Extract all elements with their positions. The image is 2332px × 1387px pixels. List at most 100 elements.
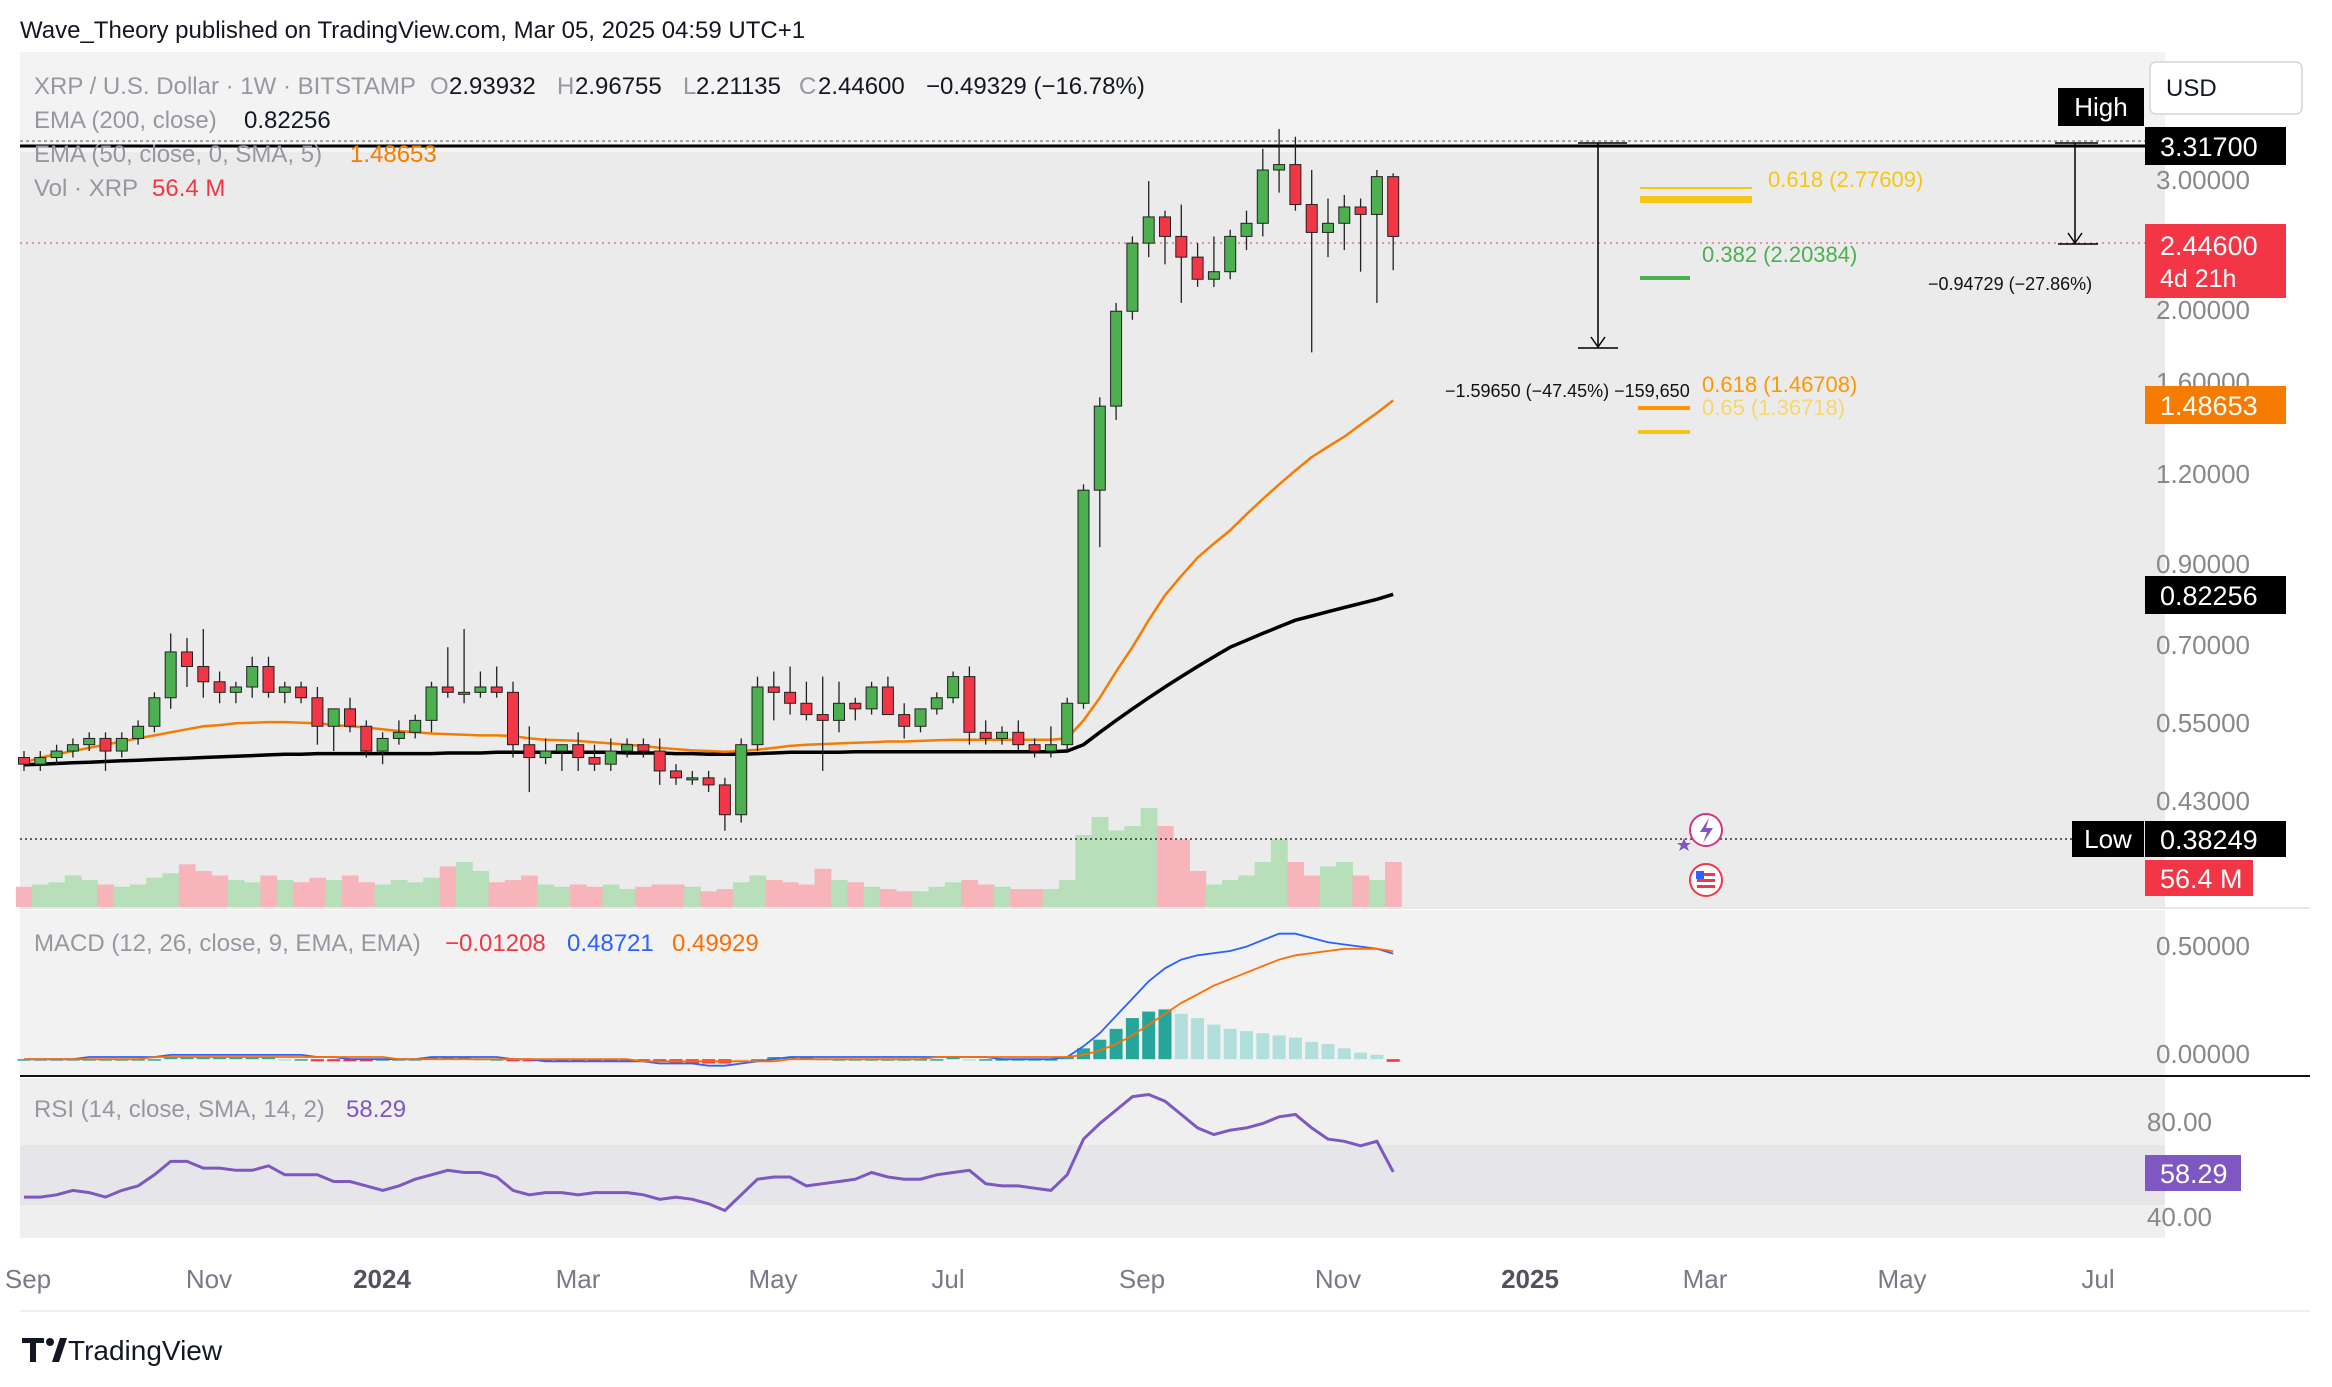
- volume-bar: [374, 884, 392, 907]
- macd-histogram-bar: [588, 1059, 601, 1062]
- high-badge-label: High: [2074, 92, 2127, 122]
- volume-bar: [211, 875, 229, 907]
- currency-button[interactable]: [2149, 61, 2303, 115]
- volume-legend-value: 56.4 M: [152, 175, 225, 202]
- volume-bar: [847, 882, 864, 907]
- candle-body: [604, 750, 617, 765]
- volume-bar: [504, 880, 522, 907]
- macd-histogram-bar: [571, 1059, 585, 1062]
- candle-body: [409, 719, 422, 733]
- macd-line: [24, 932, 1394, 1067]
- macd-signal-line: [24, 947, 1394, 1063]
- macd-histogram-bar: [1370, 1054, 1384, 1060]
- volume-bar: [1173, 839, 1190, 907]
- ema50-badge-bg: [2145, 386, 2286, 424]
- macd-histogram-bar: [962, 1059, 976, 1061]
- macd-histogram-bar: [1256, 1033, 1270, 1060]
- candle-body: [278, 686, 291, 693]
- macd-histogram-bar: [147, 1059, 161, 1061]
- macd-histogram-bar: [1207, 1024, 1221, 1060]
- macd-histogram-bar: [1174, 1013, 1188, 1060]
- volume-bar: [1385, 862, 1402, 907]
- candle-body: [898, 714, 911, 727]
- volume-bar: [1107, 830, 1125, 907]
- candle-body: [1175, 235, 1188, 258]
- volume-bar: [244, 882, 261, 907]
- time-axis[interactable]: Sep Nov 2024 Mar May Jul Sep Nov 2025 Ma…: [5, 1264, 2115, 1294]
- time-tick: Sep: [1119, 1264, 1165, 1294]
- macd-histogram-bar: [180, 1057, 194, 1060]
- open-value: 2.93932: [449, 73, 536, 100]
- big-drop-label: −1.59650 (−47.45%) −159,650: [1445, 381, 1690, 401]
- candle-body: [311, 697, 324, 727]
- candle-body: [229, 686, 242, 693]
- candle-body: [441, 686, 454, 693]
- ema50-legend-label[interactable]: EMA (50, close, 0, SMA, 5): [34, 141, 322, 168]
- macd-hist-value: −0.01208: [445, 930, 546, 957]
- candle-body: [947, 676, 960, 699]
- tv-brand-text: TradingView: [68, 1335, 223, 1366]
- volume-bar: [32, 884, 49, 907]
- open-label: O: [430, 73, 449, 100]
- main-pane-top-fade: [20, 52, 2165, 152]
- rsi-tick: 40.00: [2147, 1202, 2212, 1232]
- macd-histogram-bar: [213, 1057, 227, 1060]
- macd-tick: 0.00000: [2156, 1039, 2250, 1069]
- volume-bar: [423, 877, 441, 907]
- candle-body: [637, 744, 650, 752]
- macd-histogram-bar: [1191, 1018, 1205, 1060]
- fib-618-label: 0.618 (2.77609): [1768, 167, 1923, 192]
- time-tick: Nov: [186, 1264, 232, 1294]
- volume-legend-label[interactable]: Vol · XRP: [34, 175, 138, 202]
- candle-body: [1240, 222, 1253, 237]
- high-label: H: [557, 73, 574, 100]
- volume-bar: [488, 882, 506, 907]
- macd-legend-label[interactable]: MACD (12, 26, close, 9, EMA, EMA): [34, 930, 421, 957]
- ema200-legend-label[interactable]: EMA (200, close): [34, 107, 217, 134]
- volume-bar: [635, 886, 653, 907]
- candle-body: [1159, 216, 1171, 237]
- volume-bar: [195, 871, 212, 907]
- macd-histogram-bar: [636, 1059, 650, 1062]
- rsi-badge-bg: [2145, 1155, 2241, 1191]
- time-tick: Mar: [556, 1264, 601, 1294]
- macd-histogram-bar: [1142, 1011, 1156, 1060]
- candle-body: [1387, 176, 1400, 237]
- candle-body: [1191, 256, 1204, 280]
- volume-bar: [97, 884, 115, 907]
- macd-histogram-bar: [555, 1059, 569, 1062]
- volume-bar: [618, 889, 636, 907]
- candle-body: [1256, 169, 1269, 224]
- close-value: 2.44600: [818, 73, 905, 100]
- macd-histogram-bar: [359, 1059, 373, 1062]
- candle-body: [686, 777, 699, 781]
- close-label: C: [799, 73, 816, 100]
- candle-body: [1077, 489, 1090, 704]
- candle-body: [490, 686, 503, 693]
- rsi-legend-label[interactable]: RSI (14, close, SMA, 14, 2): [34, 1096, 325, 1123]
- macd-histogram-bar: [1240, 1031, 1253, 1060]
- macd-histogram-bar: [164, 1057, 178, 1060]
- macd-histogram-bar: [1060, 1057, 1074, 1060]
- fib-618-band[interactable]: [1640, 196, 1752, 203]
- low-badge-value: 0.38249: [2160, 825, 2258, 855]
- candle-body: [1338, 206, 1351, 224]
- macd-histogram-bar: [799, 1057, 813, 1060]
- low-label: L: [683, 73, 696, 100]
- volume-bar: [1287, 862, 1305, 907]
- symbol-label[interactable]: XRP / U.S. Dollar · 1W · BITSTAMP: [34, 73, 416, 100]
- volume-bar: [570, 884, 587, 907]
- volume-bar: [178, 864, 196, 907]
- candle-layer: [18, 128, 1400, 831]
- publisher-header: Wave_Theory published on TradingView.com…: [20, 17, 805, 44]
- volume-bar: [879, 889, 897, 907]
- tradingview-logo[interactable]: TradingView: [22, 1335, 223, 1366]
- macd-histogram-bar: [229, 1057, 243, 1060]
- macd-histogram-bar: [1125, 1018, 1139, 1060]
- candle-body: [800, 702, 813, 716]
- current-price-badge-bg: [2145, 224, 2286, 298]
- volume-bar: [765, 880, 783, 907]
- candle-body: [197, 666, 210, 683]
